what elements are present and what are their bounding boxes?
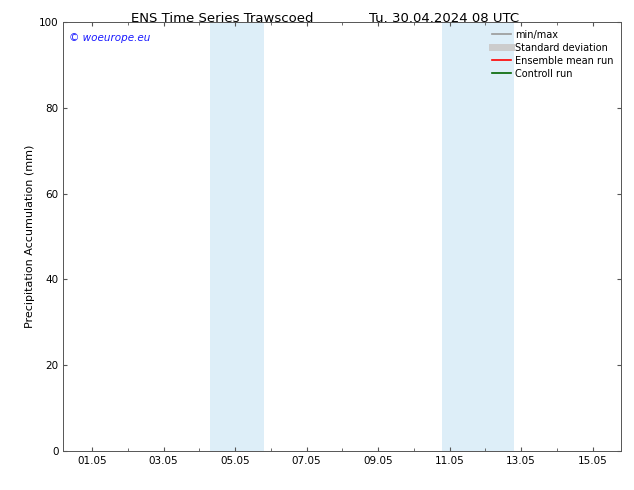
Y-axis label: Precipitation Accumulation (mm): Precipitation Accumulation (mm) bbox=[25, 145, 35, 328]
Bar bbox=[210, 22, 264, 451]
Legend: min/max, Standard deviation, Ensemble mean run, Controll run: min/max, Standard deviation, Ensemble me… bbox=[489, 27, 616, 81]
Bar bbox=[443, 22, 514, 451]
Text: Tu. 30.04.2024 08 UTC: Tu. 30.04.2024 08 UTC bbox=[369, 12, 519, 25]
Text: ENS Time Series Trawscoed: ENS Time Series Trawscoed bbox=[131, 12, 313, 25]
Text: © woeurope.eu: © woeurope.eu bbox=[69, 33, 150, 43]
